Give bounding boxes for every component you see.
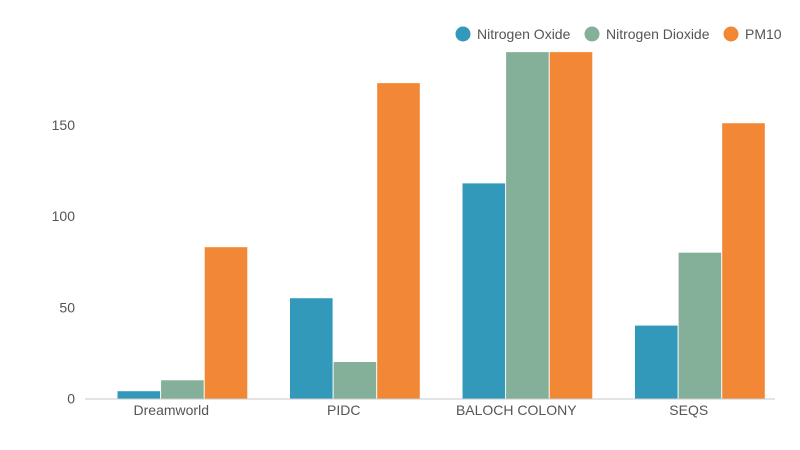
legend-label: PM10: [745, 26, 782, 42]
legend-label: Nitrogen Dioxide: [606, 26, 710, 42]
x-tick-label: SEQS: [669, 402, 708, 418]
y-tick-label: 50: [59, 299, 75, 315]
legend-marker: [455, 26, 471, 42]
y-tick-label: 0: [67, 391, 75, 407]
y-axis: 0 50 100 150: [52, 117, 76, 406]
x-tick-label: Dreamworld: [134, 402, 209, 418]
y-tick-label: 150: [52, 117, 76, 133]
bar[interactable]: [722, 123, 765, 399]
legend-marker: [584, 26, 600, 42]
bar[interactable]: [549, 52, 593, 399]
y-tick-label: 100: [52, 208, 76, 224]
x-axis: Dreamworld PIDC BALOCH COLONY SEQS: [85, 398, 775, 418]
bar[interactable]: [377, 83, 420, 399]
bar[interactable]: [635, 325, 678, 399]
bar[interactable]: [117, 391, 161, 399]
legend-item[interactable]: Nitrogen Dioxide: [584, 26, 710, 42]
bar[interactable]: [333, 362, 377, 399]
x-tick-label: BALOCH COLONY: [456, 402, 577, 418]
legend-marker: [723, 26, 739, 42]
legend: Nitrogen Oxide Nitrogen Dioxide PM10: [455, 26, 782, 42]
bar[interactable]: [506, 52, 549, 399]
bar[interactable]: [161, 380, 204, 399]
legend-item[interactable]: PM10: [723, 26, 782, 42]
legend-label: Nitrogen Oxide: [477, 26, 571, 42]
bar[interactable]: [462, 183, 506, 399]
bar[interactable]: [290, 298, 333, 399]
x-tick-label: PIDC: [327, 402, 360, 418]
bar[interactable]: [678, 252, 722, 399]
bar[interactable]: [204, 247, 248, 399]
bars: [117, 52, 765, 399]
legend-item[interactable]: Nitrogen Oxide: [455, 26, 571, 42]
